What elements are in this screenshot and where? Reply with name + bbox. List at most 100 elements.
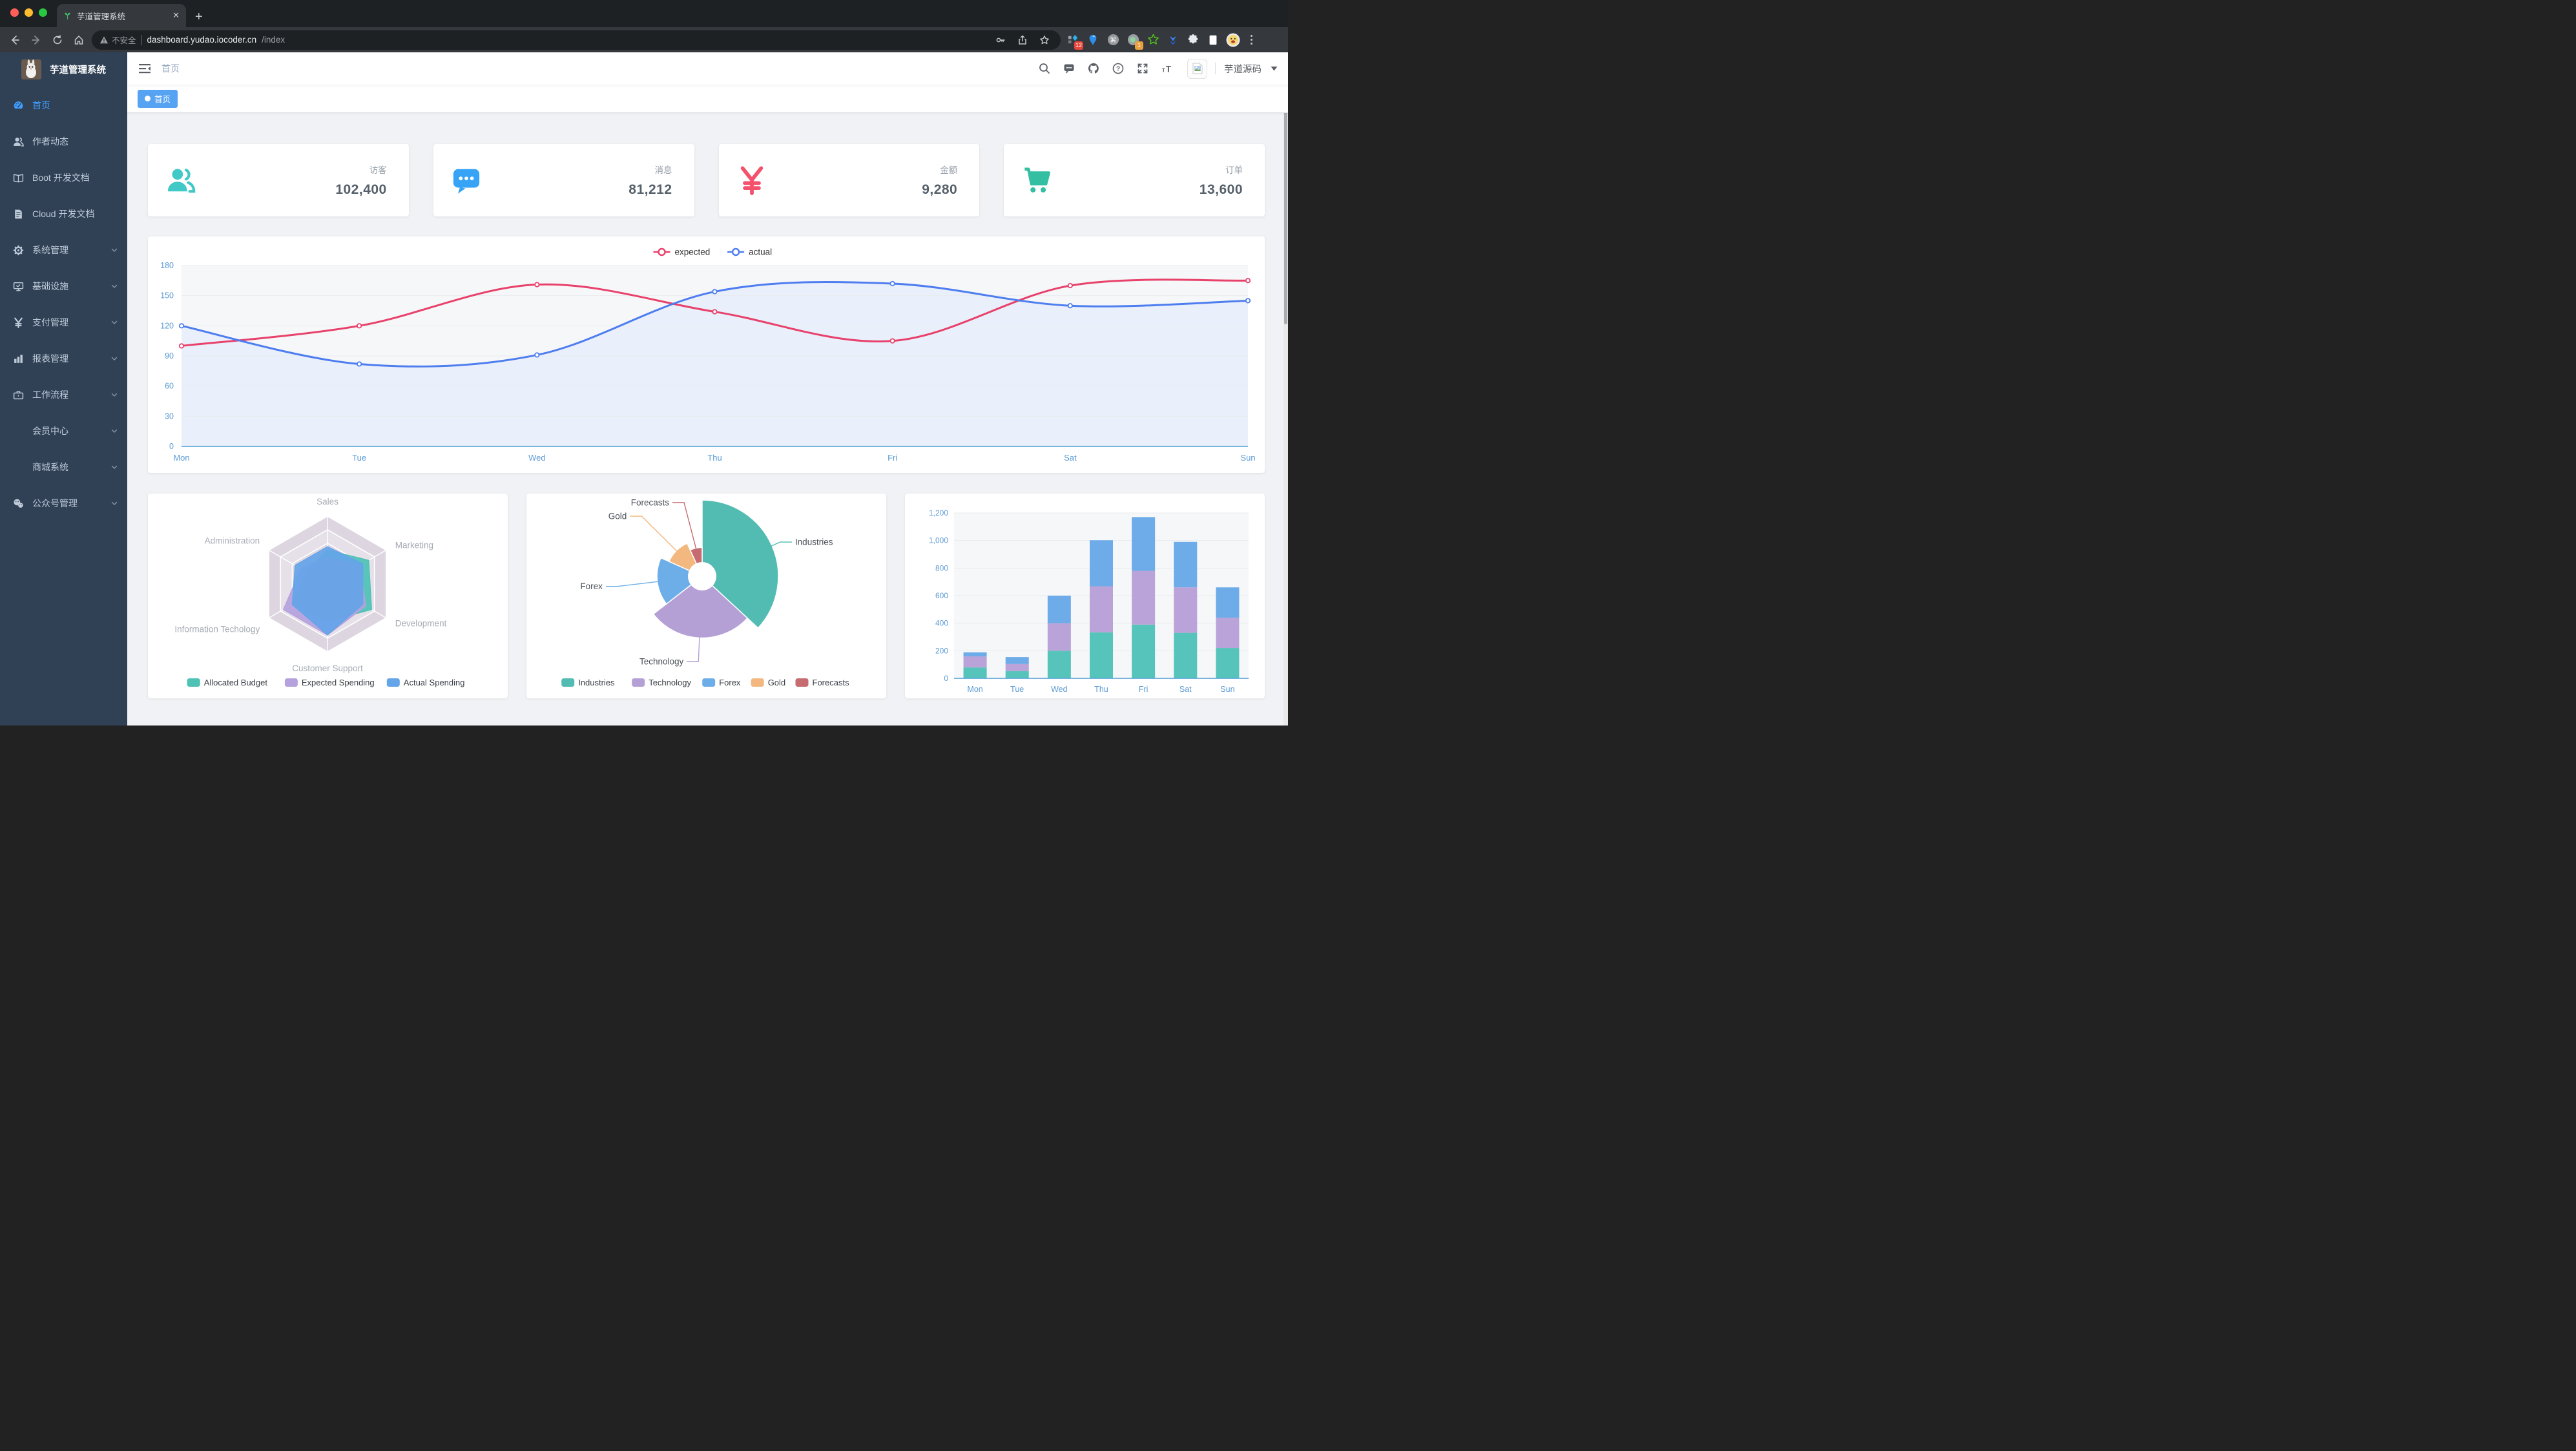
extension-notes-icon[interactable]: 12 <box>1065 32 1083 50</box>
svg-text:0: 0 <box>944 674 948 683</box>
stat-card-3[interactable]: 订单 13,600 <box>1004 144 1265 216</box>
svg-text:Technology: Technology <box>639 656 684 666</box>
scrollbar-thumb[interactable] <box>1284 105 1287 324</box>
warning-triangle-icon <box>99 36 109 43</box>
reload-icon[interactable] <box>49 32 66 48</box>
expected-vs-actual-line-chart[interactable]: 0 30 60 90 120 150 180 Mon Tue Wed Thu Fri Sat Sun exp… <box>148 236 1265 473</box>
back-icon[interactable] <box>6 32 23 48</box>
svg-text:Expected Spending: Expected Spending <box>302 678 375 687</box>
browser-menu-icon[interactable] <box>1245 32 1257 48</box>
browser-tab[interactable]: 芋道管理系统 ✕ <box>57 4 186 27</box>
sidebar-item-payment-management[interactable]: 支付管理 <box>0 304 127 340</box>
github-icon[interactable] <box>1083 57 1105 80</box>
money-icon <box>737 165 767 195</box>
extension-recorder-icon[interactable]: 1 <box>1125 32 1143 50</box>
svg-text:180: 180 <box>160 261 174 270</box>
sidebar-item-label: Boot 开发文档 <box>32 172 90 183</box>
stat-card-0[interactable]: 访客 102,400 <box>148 144 409 216</box>
sidebar-item-mall-system[interactable]: 商城系统 <box>0 449 127 485</box>
stat-card-value: 102,400 <box>335 182 387 197</box>
address-bar[interactable]: 不安全 dashboard.yudao.iocoder.cn/index <box>92 30 1061 50</box>
sidebar-item-home[interactable]: 首页 <box>0 87 127 123</box>
close-window-button[interactable] <box>10 8 19 17</box>
sidebar-item-label: Cloud 开发文档 <box>32 209 95 219</box>
sidebar-item-label: 商城系统 <box>32 462 68 472</box>
stacked-bar-chart[interactable]: 0 200 400 600 800 1,000 1,200 Mon Tue Wed Thu Fri Sa… <box>905 494 1265 698</box>
message-icon[interactable] <box>1058 57 1080 80</box>
tag-home[interactable]: 首页 <box>138 89 178 108</box>
user-avatar[interactable] <box>1187 58 1207 79</box>
share-icon[interactable] <box>1014 32 1031 48</box>
sidebar-item-system-management[interactable]: 系统管理 <box>0 232 127 268</box>
dashboard-content: 访客 102,400 消息 81,212 金额 9,280 订单 13,600 0 30 60 90… <box>127 113 1288 725</box>
extension-star-icon[interactable] <box>1145 32 1161 48</box>
forward-icon[interactable] <box>28 32 45 48</box>
svg-text:Sun: Sun <box>1240 453 1255 463</box>
logo-row[interactable]: 芋道管理系统 <box>0 52 127 86</box>
sidebar-item-boot-docs[interactable]: Boot 开发文档 <box>0 160 127 196</box>
svg-text:600: 600 <box>935 591 948 600</box>
gear-icon <box>13 245 24 256</box>
user-name[interactable]: 芋道源码 <box>1224 64 1262 75</box>
stat-card-title: 消息 <box>654 165 672 175</box>
password-key-icon[interactable] <box>992 32 1009 48</box>
weekly-rose-pie-chart[interactable]: Industries Technology Forex Gold Forecasts In… <box>526 494 886 698</box>
profile-avatar-icon[interactable] <box>1225 32 1241 48</box>
sidebar-item-author-news[interactable]: 作者动态 <box>0 123 127 160</box>
bar-chart-icon <box>13 353 24 364</box>
sidebar-item-label: 基础设施 <box>32 281 68 291</box>
sidebar-item-report-management[interactable]: 报表管理 <box>0 340 127 377</box>
chevron-down-icon <box>110 463 118 471</box>
sidebar-item-cloud-docs[interactable]: Cloud 开发文档 <box>0 196 127 232</box>
home-icon[interactable] <box>70 32 87 48</box>
sidebar-item-label: 作者动态 <box>32 136 68 147</box>
sidebar-item-infrastructure[interactable]: 基础设施 <box>0 268 127 304</box>
chevron-down-icon <box>110 318 118 326</box>
bookmark-star-icon[interactable] <box>1036 32 1053 48</box>
shopping-cart-icon <box>1022 165 1052 195</box>
search-icon[interactable] <box>1034 57 1055 80</box>
svg-text:120: 120 <box>160 321 174 330</box>
sidebar-toggle-icon[interactable] <box>138 62 151 75</box>
svg-text:60: 60 <box>165 382 174 391</box>
svg-text:Fri: Fri <box>1139 685 1148 694</box>
stat-card-title: 访客 <box>369 165 387 175</box>
question-icon[interactable]: ? <box>1107 57 1129 80</box>
security-warning[interactable]: 不安全 <box>99 34 136 46</box>
svg-text:Mon: Mon <box>173 453 189 463</box>
scrollbar[interactable] <box>1283 105 1288 725</box>
stat-card-1[interactable]: 消息 81,212 <box>433 144 694 216</box>
svg-text:Thu: Thu <box>707 453 722 463</box>
extension-command-icon[interactable]: ⌘ <box>1105 32 1121 48</box>
extension-chevrons-icon[interactable] <box>1165 32 1181 48</box>
dashboard-icon <box>13 100 24 111</box>
extension-balloon-icon[interactable] <box>1085 32 1101 48</box>
svg-text:800: 800 <box>935 563 948 572</box>
reading-list-icon[interactable] <box>1205 32 1221 48</box>
extensions-puzzle-icon[interactable] <box>1185 32 1201 48</box>
stat-card-value: 9,280 <box>922 182 958 197</box>
new-tab-button[interactable]: + <box>195 10 203 24</box>
macos-window-controls[interactable] <box>10 8 47 17</box>
broken-image-icon <box>1192 63 1202 74</box>
caret-down-icon[interactable] <box>1271 66 1278 71</box>
tab-close-icon[interactable]: ✕ <box>172 10 180 20</box>
svg-text:⌘: ⌘ <box>1110 36 1116 44</box>
sidebar-item-workflow[interactable]: 工作流程 <box>0 377 127 413</box>
svg-text:T: T <box>1166 64 1172 74</box>
chevron-down-icon <box>110 246 118 254</box>
wechat-icon <box>13 498 24 509</box>
stat-card-2[interactable]: 金额 9,280 <box>718 144 980 216</box>
stat-cards-row: 访客 102,400 消息 81,212 金额 9,280 订单 13,600 <box>148 144 1265 216</box>
minimize-window-button[interactable] <box>25 8 33 17</box>
budget-radar-chart[interactable]: Sales Marketing Development Customer Suppor… <box>148 494 508 698</box>
svg-text:Thu: Thu <box>1094 685 1108 694</box>
sidebar-item-official-account[interactable]: 公众号管理 <box>0 485 127 521</box>
fullscreen-icon[interactable] <box>1132 57 1154 80</box>
breadcrumb[interactable]: 首页 <box>161 63 180 74</box>
sidebar-item-member-center[interactable]: 会员中心 <box>0 413 127 449</box>
chevron-down-icon <box>110 355 118 362</box>
sidebar-item-label: 公众号管理 <box>32 498 78 508</box>
maximize-window-button[interactable] <box>39 8 47 17</box>
